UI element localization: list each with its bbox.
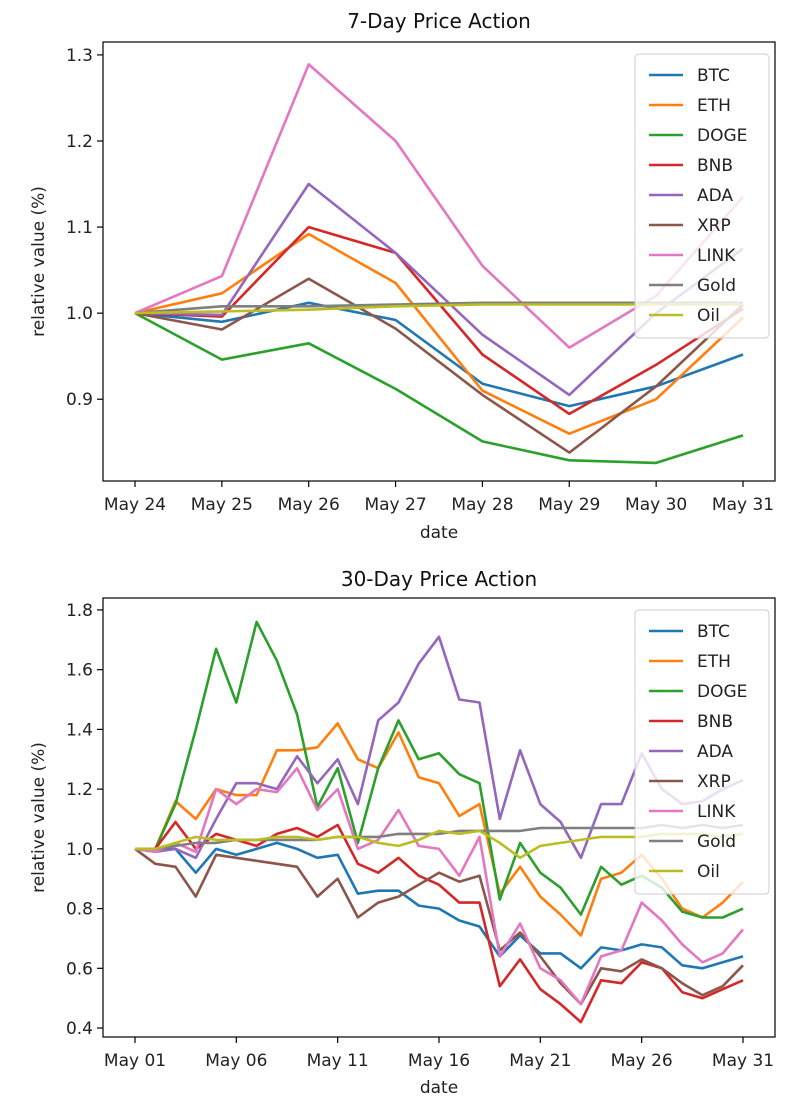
legend-label-gold: Gold	[697, 832, 736, 852]
series-line-eth	[134, 232, 744, 436]
chart-title: 30-Day Price Action	[341, 567, 537, 591]
y-tick-label: 1.2	[66, 780, 93, 800]
x-tick-label: May 26	[278, 495, 340, 515]
x-tick-label: May 21	[509, 1051, 571, 1071]
y-tick-label: 1.0	[66, 304, 93, 324]
series-line-link	[134, 766, 744, 1006]
series-line-xrp	[134, 847, 744, 1006]
plot-frame	[102, 41, 776, 482]
legend-label-xrp: XRP	[697, 216, 731, 236]
legend-label-doge: DOGE	[697, 126, 747, 146]
legend-label-btc: BTC	[697, 66, 730, 86]
legend-label-eth: ETH	[697, 652, 731, 672]
legend: BTC ETH DOGE BNB ADA XRP LINK Gold Oil	[634, 53, 770, 339]
legend-label-link: LINK	[697, 246, 736, 266]
x-tick-label: May 01	[104, 1051, 166, 1071]
legend-label-oil: Oil	[697, 306, 720, 326]
legend-label-doge: DOGE	[697, 682, 747, 702]
chart-2: 30-Day Price Action May 01 May 06 May 11 May…	[29, 567, 776, 1098]
legend-label-ada: ADA	[697, 186, 733, 206]
x-axis-label: date	[420, 523, 458, 543]
y-tick-label: 0.6	[66, 959, 93, 979]
y-tick-label: 1.3	[66, 46, 93, 66]
series-line-xrp	[134, 277, 744, 454]
series-line-btc	[135, 841, 744, 970]
x-axis-label: date	[420, 1078, 458, 1098]
x-tick-label: May 27	[364, 495, 426, 515]
legend-label-btc: BTC	[697, 622, 730, 642]
y-tick-label: 1.6	[66, 661, 93, 681]
legend-box	[634, 53, 770, 339]
series-line-doge	[134, 311, 744, 465]
legend-label-eth: ETH	[697, 96, 731, 116]
x-tick-label: May 24	[104, 495, 166, 515]
x-tick-label: May 28	[451, 495, 513, 515]
y-tick-label: 1.1	[66, 218, 93, 238]
legend-box	[634, 609, 770, 895]
x-tick-label: May 25	[191, 495, 253, 515]
x-tick-label: May 29	[538, 495, 600, 515]
y-tick-label: 1.0	[66, 840, 93, 860]
legend-label-ada: ADA	[697, 742, 733, 762]
legend-label-bnb: BNB	[697, 712, 733, 732]
y-tick-label: 0.9	[66, 390, 93, 410]
series-line-btc	[134, 301, 744, 408]
legend-label-xrp: XRP	[697, 772, 731, 792]
legend-label-oil: Oil	[697, 862, 720, 882]
y-tick-label: 0.4	[66, 1019, 93, 1039]
legend-label-bnb: BNB	[697, 156, 733, 176]
x-tick-label: May 30	[625, 495, 687, 515]
legend: BTC ETH DOGE BNB ADA XRP LINK Gold Oil	[634, 609, 770, 895]
legend-label-gold: Gold	[697, 276, 736, 296]
x-tick-label: May 31	[712, 495, 774, 515]
x-tick-label: May 16	[408, 1051, 470, 1071]
legend-label-link: LINK	[697, 802, 736, 822]
x-tick-label: May 31	[712, 1051, 774, 1071]
y-axis-label: relative value (%)	[29, 186, 49, 337]
x-tick-label: May 06	[205, 1051, 267, 1071]
y-tick-label: 0.8	[66, 900, 93, 920]
chart-1: 7-Day Price Action May 24 May 25 May 26 May …	[29, 9, 776, 543]
x-tick-label: May 11	[307, 1051, 369, 1071]
y-tick-label: 1.8	[66, 601, 93, 621]
y-tick-label: 1.4	[66, 720, 93, 740]
y-tick-label: 1.2	[66, 132, 93, 152]
chart-title: 7-Day Price Action	[347, 9, 531, 33]
y-axis-label: relative value (%)	[29, 742, 49, 893]
x-tick-label: May 26	[611, 1051, 673, 1071]
series-lines	[134, 63, 744, 465]
